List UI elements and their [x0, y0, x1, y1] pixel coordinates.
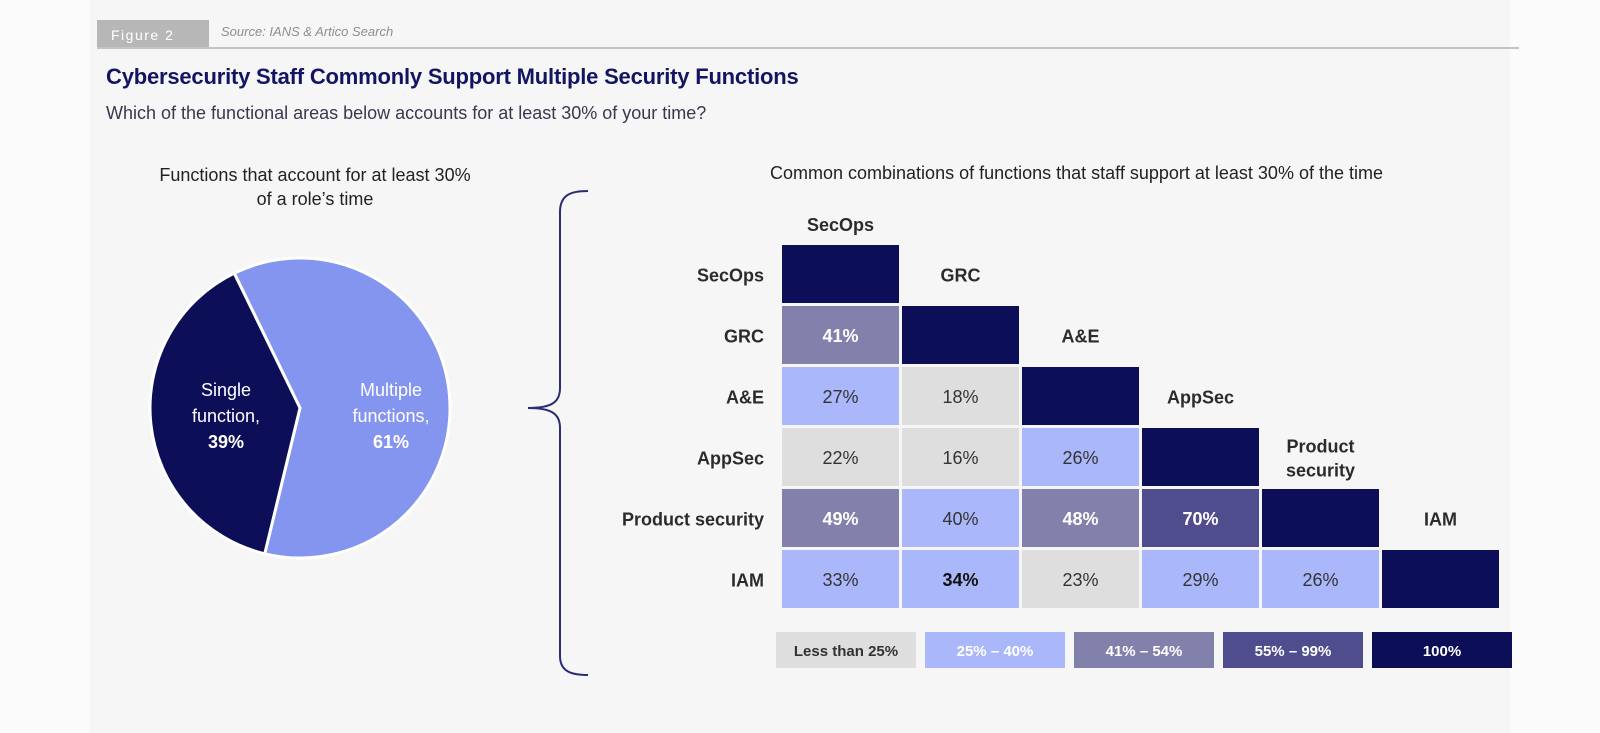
- heatmap-cell-r4-c2: [1022, 489, 1139, 547]
- legend-label-0: Less than 25%: [794, 643, 898, 660]
- heatmap-value-r4-c3: 70%: [1182, 509, 1218, 529]
- figure-label: Figure 2: [97, 20, 209, 48]
- row-label-grc: GRC: [724, 327, 764, 347]
- heatmap-cell-r5-c1: [902, 550, 1019, 608]
- heatmap-value-r5-c1: 34%: [942, 570, 978, 590]
- heatmap-cell-r3-c1: [902, 428, 1019, 486]
- row-label-appsec: AppSec: [697, 449, 764, 469]
- source-note: Source: IANS & Artico Search: [221, 24, 394, 39]
- row-label-product-security: Product security: [622, 510, 764, 530]
- heatmap-value-r3-c2: 26%: [1062, 448, 1098, 468]
- heatmap-value-r2-c1: 18%: [942, 387, 978, 407]
- heatmap-value-r1-c0: 41%: [822, 326, 858, 346]
- heatmap-cell-r4-c0: [782, 489, 899, 547]
- brace-connector: [527, 190, 589, 676]
- heatmap-value-r5-c4: 26%: [1302, 570, 1338, 590]
- figure-rule: [97, 47, 1519, 49]
- heatmap-value-r3-c0: 22%: [822, 448, 858, 468]
- heatmap-value-r5-c2: 23%: [1062, 570, 1098, 590]
- heatmap-value-r4-c0: 49%: [822, 509, 858, 529]
- heatmap-value-r3-c1: 16%: [942, 448, 978, 468]
- heatmap-cell-r5-c2: [1022, 550, 1139, 608]
- pie-slice-multiple-functions: [232, 256, 452, 560]
- column-label-product-security-line2: security: [1286, 461, 1355, 481]
- heatmap-cell-r0-c0: [782, 245, 899, 303]
- heatmap-cell-r1-c1: [902, 306, 1019, 364]
- column-label-secops: SecOps: [807, 215, 874, 235]
- heatmap-cell-r5-c5: [1382, 550, 1499, 608]
- heatmap-cell-r1-c0: [782, 306, 899, 364]
- row-label-secops: SecOps: [697, 266, 764, 286]
- heatmap-cell-r5-c0: [782, 550, 899, 608]
- heatmap-value-r4-c1: 40%: [942, 509, 978, 529]
- column-label-iam: IAM: [1424, 510, 1457, 530]
- legend-label-2: 41% – 54%: [1106, 643, 1183, 660]
- heatmap-value-r5-c0: 33%: [822, 570, 858, 590]
- heatmap-value-r5-c3: 29%: [1182, 570, 1218, 590]
- row-label-iam: IAM: [731, 571, 764, 591]
- pie-caption: Functions that account for at least 30% …: [130, 163, 500, 211]
- legend-swatch-1: [925, 632, 1065, 668]
- heatmap-cell-r5-c3: [1142, 550, 1259, 608]
- pie-slice-single-function: [148, 271, 302, 556]
- pie-label-single-function-percent-label: 39%: [208, 432, 244, 452]
- heatmap-value-r2-c0: 27%: [822, 387, 858, 407]
- legend: Less than 25% 25% – 40% 41% – 54% 55% – 99%…: [776, 632, 1512, 668]
- heatmap-cell-r4-c4: [1262, 489, 1379, 547]
- legend-swatch-2: [1074, 632, 1214, 668]
- pie-label-single-function-label-line1: Single: [201, 380, 251, 400]
- heatmap-cell-r2-c1: [902, 367, 1019, 425]
- heatmap-value-r4-c2: 48%: [1062, 509, 1098, 529]
- heatmap-cell-r4-c3: [1142, 489, 1259, 547]
- column-label-grc: GRC: [941, 266, 981, 286]
- legend-label-1: 25% – 40%: [957, 643, 1034, 660]
- legend-swatch-0: [776, 632, 916, 668]
- heatmap-cell-r3-c3: [1142, 428, 1259, 486]
- pie-label-multiple-functions-label-line2: functions,: [352, 406, 429, 426]
- column-label-appsec: AppSec: [1167, 388, 1234, 408]
- pie-caption-line1: Functions that account for at least 30%: [159, 165, 471, 185]
- chart-subtitle: Which of the functional areas below acco…: [106, 103, 707, 123]
- heatmap-cell-r3-c0: [782, 428, 899, 486]
- legend-swatch-3: [1223, 632, 1363, 668]
- legend-label-4: 100%: [1423, 643, 1461, 660]
- pie-label-multiple-functions-label-line1: Multiple: [360, 380, 422, 400]
- heatmap-cell-r2-c0: [782, 367, 899, 425]
- column-label-a-e: A&E: [1061, 327, 1099, 347]
- pie-chart: Single function, 39% Multiple functions, 61%: [148, 256, 452, 560]
- row-label-a-e: A&E: [726, 388, 764, 408]
- legend-swatch-4: [1372, 632, 1512, 668]
- legend-label-3: 55% – 99%: [1255, 643, 1332, 660]
- heatmap-matrix: SecOps SecOps GRC 41% GRC A&E 27% 18% A&E AppSec 2…: [622, 215, 1499, 608]
- heatmap-cell-r4-c1: [902, 489, 1019, 547]
- matrix-caption: Common combinations of functions that st…: [770, 163, 1383, 183]
- heatmap-cell-r3-c2: [1022, 428, 1139, 486]
- pie-label-multiple-functions-percent-label: 61%: [373, 432, 409, 452]
- column-label-product-security-line1: Product: [1286, 437, 1354, 457]
- chart-title: Cybersecurity Staff Commonly Support Mul…: [106, 64, 799, 89]
- heatmap-cell-r2-c2: [1022, 367, 1139, 425]
- pie-label-single-function-label-line2: function,: [192, 406, 260, 426]
- pie-caption-line2: of a role’s time: [256, 189, 374, 209]
- heatmap-cell-r5-c4: [1262, 550, 1379, 608]
